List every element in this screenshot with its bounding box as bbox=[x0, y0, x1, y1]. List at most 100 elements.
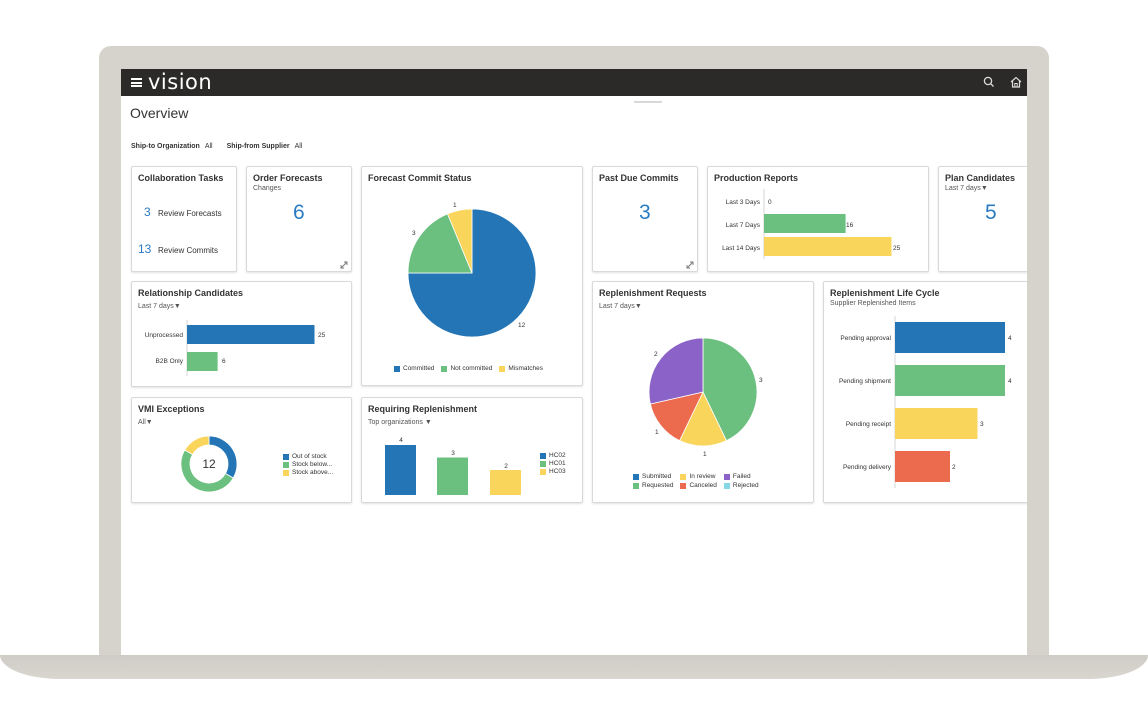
order-forecasts-card[interactable]: Order Forecasts Changes 6 bbox=[246, 166, 352, 272]
replenishment-life-cycle-card[interactable]: Replenishment Life Cycle Supplier Replen… bbox=[823, 281, 1027, 503]
legend-mismatches[interactable]: Mismatches bbox=[499, 365, 543, 372]
review-forecasts-label[interactable]: Review Forecasts bbox=[158, 209, 222, 218]
legend-requested[interactable]: Requested bbox=[633, 482, 673, 489]
pie-slice-failed[interactable] bbox=[648, 337, 704, 405]
pie-slice-stock-above-[interactable] bbox=[184, 435, 210, 456]
legend-canceled[interactable]: Canceled bbox=[680, 482, 717, 489]
home-icon[interactable] bbox=[1009, 75, 1023, 89]
bar-hc03[interactable] bbox=[490, 470, 521, 495]
legend-hc02[interactable]: HC02 bbox=[540, 452, 566, 459]
pie-slice-requested[interactable] bbox=[702, 337, 758, 442]
card-title: Production Reports bbox=[714, 173, 799, 183]
row-label: Unprocessed bbox=[145, 332, 184, 339]
pie-slice-committed[interactable] bbox=[407, 208, 537, 338]
pie-slice-not-committed[interactable] bbox=[407, 213, 473, 274]
legend-rejected[interactable]: Rejected bbox=[723, 482, 759, 489]
past-due-commits-value[interactable]: 3 bbox=[639, 201, 651, 224]
card-subtitle: Supplier Replenished Items bbox=[830, 300, 916, 307]
replenishment-life-cycle-chart: Pending approval Pending shipment Pendin… bbox=[839, 316, 1012, 488]
review-forecasts-count[interactable]: 3 bbox=[144, 205, 151, 219]
bar-hc01[interactable] bbox=[437, 457, 468, 496]
filter-ship-from[interactable]: Ship-from Supplier All bbox=[226, 143, 303, 150]
caret-down-icon: ▼ bbox=[145, 419, 153, 426]
legend-not-committed[interactable]: Not committed bbox=[441, 365, 492, 372]
caret-down-icon: ▼ bbox=[980, 185, 988, 192]
time-filter[interactable]: All▼ bbox=[138, 419, 153, 426]
review-commits-count[interactable]: 13 bbox=[138, 242, 152, 256]
legend-stock-below[interactable]: Stock below... bbox=[283, 461, 333, 468]
legend-failed[interactable]: Failed bbox=[723, 473, 759, 480]
plan-candidates-value[interactable]: 5 bbox=[985, 201, 997, 224]
bar[interactable] bbox=[764, 237, 892, 256]
time-filter[interactable]: Last 7 days▼ bbox=[945, 185, 988, 192]
card-title: Forecast Commit Status bbox=[368, 173, 472, 183]
past-due-commits-card[interactable]: Past Due Commits 3 bbox=[592, 166, 698, 272]
row-value: 25 bbox=[318, 332, 326, 339]
row-label: Pending approval bbox=[840, 335, 891, 342]
collaboration-tasks-card[interactable]: Collaboration Tasks 3 Review Forecasts 1… bbox=[131, 166, 237, 272]
row-value: 4 bbox=[1008, 335, 1012, 342]
row-label: Last 7 Days bbox=[726, 222, 761, 229]
bar[interactable] bbox=[895, 365, 1005, 396]
vmi-exceptions-donut: 12 bbox=[180, 435, 238, 493]
hamburger-menu-icon[interactable] bbox=[131, 78, 142, 87]
review-commits-label[interactable]: Review Commits bbox=[158, 246, 219, 255]
drag-handle[interactable] bbox=[634, 101, 662, 103]
row-value: 16 bbox=[846, 222, 854, 229]
filter-ship-to[interactable]: Ship-to Organization All bbox=[131, 143, 213, 150]
production-reports-card[interactable]: Production Reports Last 3 Days Last 7 Da… bbox=[707, 166, 929, 272]
top-bar: vision bbox=[121, 69, 1027, 96]
pie-label: 1 bbox=[655, 429, 659, 436]
bar[interactable] bbox=[895, 322, 1005, 353]
legend-submitted[interactable]: Submitted bbox=[633, 473, 673, 480]
production-reports-chart: Last 3 Days Last 7 Days Last 14 Days 0 1… bbox=[722, 189, 901, 259]
filter-bar: Ship-to Organization All Ship-from Suppli… bbox=[131, 143, 302, 150]
page-title: Overview bbox=[130, 105, 189, 121]
pie-slice-mismatches[interactable] bbox=[446, 208, 473, 274]
legend-out-of-stock[interactable]: Out of stock bbox=[283, 453, 333, 460]
bar[interactable] bbox=[187, 325, 315, 344]
pie-label-not-committed: 3 bbox=[412, 230, 416, 237]
time-filter[interactable]: Last 7 days▼ bbox=[138, 303, 181, 310]
bar[interactable] bbox=[187, 352, 218, 371]
relationship-candidates-card[interactable]: Relationship Candidates Last 7 days▼ Unp… bbox=[131, 281, 352, 387]
bar[interactable] bbox=[764, 214, 846, 233]
bar[interactable] bbox=[895, 408, 978, 439]
legend-in-review[interactable]: In review bbox=[680, 473, 716, 480]
bar-hc02[interactable] bbox=[385, 445, 416, 495]
row-label: Pending delivery bbox=[843, 464, 892, 471]
legend-hc01[interactable]: HC01 bbox=[540, 460, 566, 467]
bar[interactable] bbox=[895, 451, 950, 482]
org-filter[interactable]: Top organizations ▼ bbox=[368, 419, 432, 426]
row-label: Last 14 Days bbox=[722, 245, 761, 252]
requiring-replenishment-card[interactable]: Requiring Replenishment Top organization… bbox=[361, 397, 583, 503]
legend-committed[interactable]: Committed bbox=[394, 365, 434, 372]
expand-icon[interactable] bbox=[340, 261, 348, 269]
forecast-commit-status-card[interactable]: Forecast Commit Status 1 3 12 Committed … bbox=[361, 166, 583, 386]
card-title: Replenishment Life Cycle bbox=[830, 288, 940, 298]
caret-down-icon: ▼ bbox=[634, 303, 642, 310]
bar-value: 2 bbox=[504, 463, 508, 470]
requiring-replenishment-chart: 4 3 2 bbox=[385, 437, 521, 496]
search-icon[interactable] bbox=[982, 75, 996, 89]
time-filter[interactable]: Last 7 days▼ bbox=[599, 303, 642, 310]
legend: Committed Not committed Mismatches bbox=[394, 365, 543, 372]
bar-value: 4 bbox=[399, 437, 403, 444]
order-forecasts-value[interactable]: 6 bbox=[293, 201, 305, 224]
pie-label: 1 bbox=[703, 451, 707, 458]
replenishment-requests-pie: 3 1 1 2 bbox=[648, 337, 763, 458]
donut-center-value: 12 bbox=[202, 457, 216, 471]
legend-hc03[interactable]: HC03 bbox=[540, 468, 566, 475]
replenishment-requests-card[interactable]: Replenishment Requests Last 7 days▼ 3 1 … bbox=[592, 281, 814, 503]
card-title: Relationship Candidates bbox=[138, 288, 244, 298]
row-value: 4 bbox=[1008, 378, 1012, 385]
row-value: 0 bbox=[768, 199, 772, 206]
plan-candidates-card[interactable]: Plan Candidates Last 7 days▼ 5 bbox=[938, 166, 1027, 272]
app-logo[interactable]: vision bbox=[148, 70, 213, 94]
card-title: Requiring Replenishment bbox=[368, 404, 478, 414]
legend: Out of stock Stock below... Stock above.… bbox=[283, 453, 333, 476]
expand-icon[interactable] bbox=[686, 261, 694, 269]
vmi-exceptions-card[interactable]: VMI Exceptions All▼ 12 Out of stock Stoc… bbox=[131, 397, 352, 503]
legend-stock-above[interactable]: Stock above... bbox=[283, 469, 333, 476]
card-title: Replenishment Requests bbox=[599, 288, 707, 298]
